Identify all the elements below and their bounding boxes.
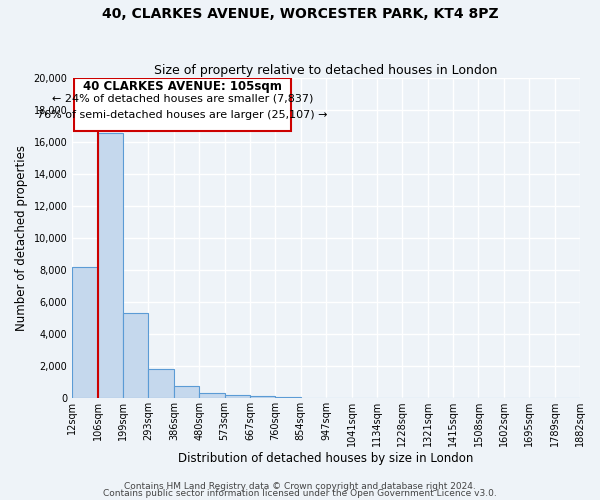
Bar: [199, 394, 224, 398]
Title: Size of property relative to detached houses in London: Size of property relative to detached ho…: [154, 64, 498, 77]
Text: 40 CLARKES AVENUE: 105sqm: 40 CLARKES AVENUE: 105sqm: [83, 80, 282, 92]
X-axis label: Distribution of detached houses by size in London: Distribution of detached houses by size …: [178, 452, 474, 465]
Bar: [72, 267, 98, 398]
Y-axis label: Number of detached properties: Number of detached properties: [15, 145, 28, 331]
Bar: [123, 314, 148, 398]
Text: Contains public sector information licensed under the Open Government Licence v3: Contains public sector information licen…: [103, 489, 497, 498]
Text: ← 24% of detached houses are smaller (7,837): ← 24% of detached houses are smaller (7,…: [52, 94, 313, 104]
Bar: [174, 386, 199, 398]
Bar: [98, 132, 123, 398]
Text: 40, CLARKES AVENUE, WORCESTER PARK, KT4 8PZ: 40, CLARKES AVENUE, WORCESTER PARK, KT4 …: [101, 8, 499, 22]
Bar: [74, 78, 290, 131]
Text: Contains HM Land Registry data © Crown copyright and database right 2024.: Contains HM Land Registry data © Crown c…: [124, 482, 476, 491]
Bar: [224, 395, 250, 398]
Bar: [148, 368, 174, 398]
Bar: [250, 396, 275, 398]
Bar: [275, 396, 301, 398]
Text: 76% of semi-detached houses are larger (25,107) →: 76% of semi-detached houses are larger (…: [37, 110, 328, 120]
